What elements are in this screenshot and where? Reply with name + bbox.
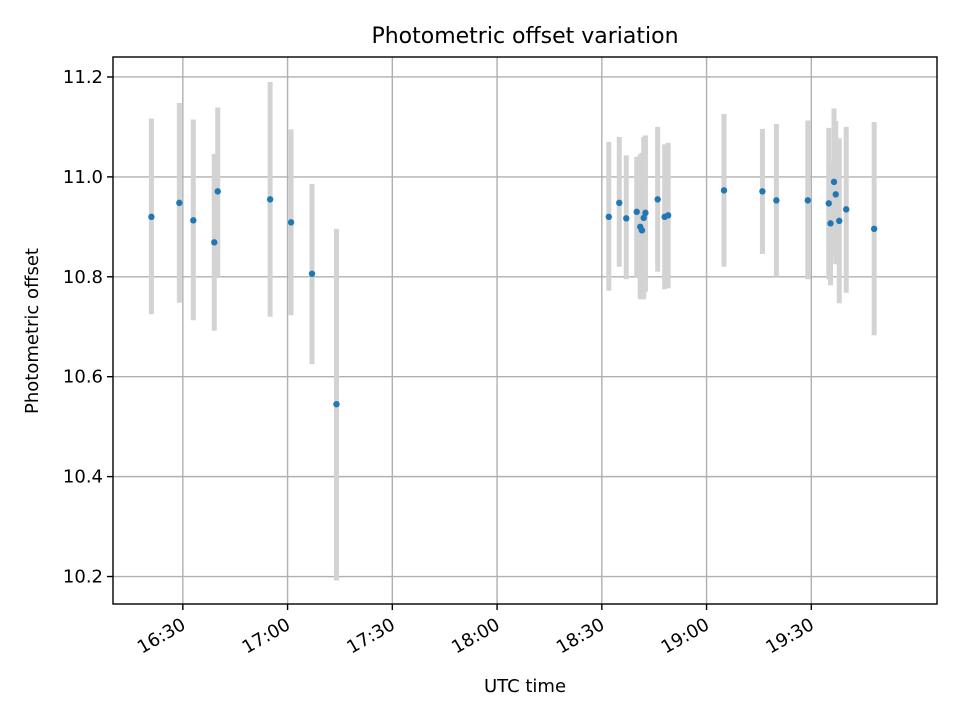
data-point [605,213,612,221]
data-point [773,197,780,204]
data-point [214,188,221,195]
y-tick-label: 10.6 [63,367,103,388]
data-point [148,213,155,221]
data-point [642,209,649,217]
y-tick-label: 11.0 [63,167,103,188]
data-point [654,196,661,203]
data-point [843,206,850,213]
y-tick-label: 10.8 [63,267,103,288]
x-tick-label: 16:30 [134,614,189,658]
x-tick-label: 17:30 [343,614,398,658]
y-tick-label: 11.2 [63,67,103,88]
data-point [827,220,834,227]
x-tick-label: 19:00 [658,614,713,658]
data-point [870,225,878,233]
data-point [832,191,839,198]
data-point [638,227,646,234]
x-tick-label: 17:00 [239,614,294,658]
plot-frame [112,56,938,605]
data-point [266,196,274,203]
x-tick-label: 18:00 [448,614,503,658]
data-point [836,217,843,225]
y-tick-label: 10.2 [63,567,103,588]
data-point [211,239,218,246]
x-tick-label: 19:30 [762,614,817,658]
data-point [190,217,197,224]
chart-title: Photometric offset variation [371,24,678,49]
y-axis-label: Photometric offset [22,248,43,414]
data-point [623,215,630,222]
error-bars [148,81,877,581]
data-point [633,208,640,216]
data-point [640,214,647,222]
data-point [664,212,672,219]
data-point [830,178,838,186]
data-point [308,270,316,278]
data-point [804,197,812,204]
x-axis-label: UTC time [484,676,566,697]
y-tick-label: 10.4 [63,467,103,488]
data-point [759,188,766,195]
data-point [287,219,295,226]
data-point [720,187,728,194]
x-tick-label: 18:30 [553,614,608,658]
y-axis-ticks: 10.2 10.4 10.6 10.8 11.0 11.2 [63,67,113,588]
grid [113,57,937,604]
data-point [176,199,183,207]
x-axis-ticks: 16:30 17:00 17:30 18:00 18:30 19:00 19:30 [134,604,818,658]
data-point [616,199,623,207]
data-points [148,178,878,408]
data-point [825,200,832,207]
data-point [333,400,340,408]
